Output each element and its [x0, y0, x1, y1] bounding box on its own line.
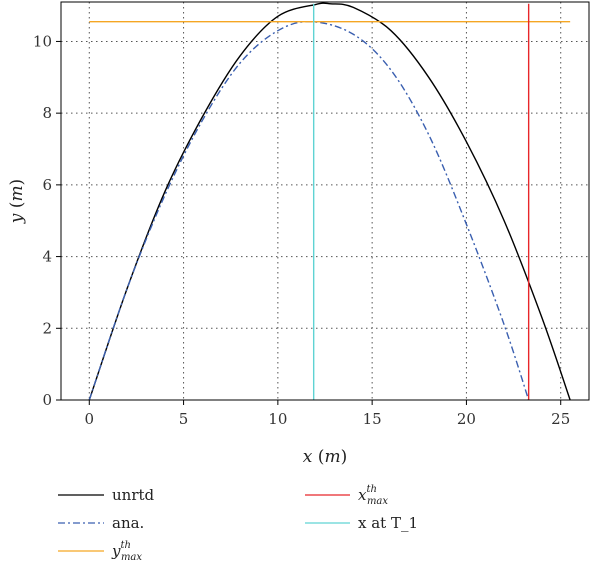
grid	[61, 2, 589, 401]
y-tick-label: 10	[33, 32, 52, 50]
y-tick-label: 8	[42, 104, 52, 122]
legend-label-ymax-th: yth max	[111, 540, 142, 563]
legend-entry-x-at-t1: x at T_1	[305, 514, 418, 532]
y-tick-label: 2	[42, 319, 52, 337]
series-line-ana	[88, 20, 530, 400]
x-tick-label: 15	[363, 410, 382, 428]
legend-label-x-at-t1: x at T_1	[358, 514, 418, 532]
legend: unrtd ana. yth max xth max x at T_1	[58, 484, 418, 563]
x-tick-label: 20	[457, 410, 476, 428]
legend-entry-ana: ana.	[58, 514, 144, 532]
legend-entry-ymax-th: yth max	[58, 540, 142, 563]
y-tick-label: 0	[42, 391, 52, 409]
y-tick-label: 4	[42, 248, 52, 266]
x-tick-label: 0	[85, 410, 95, 428]
x-tick-label: 5	[179, 410, 189, 428]
legend-label-ana: ana.	[112, 514, 144, 532]
y-tick-label: 6	[42, 176, 52, 194]
ticks: 0 5 10 15 20 25 0 2 4 6 8 10	[33, 32, 570, 428]
x-axis-label: x (m)	[303, 447, 347, 467]
plot-frame	[60, 1, 590, 401]
legend-label-xmax-th: xth max	[358, 484, 388, 507]
legend-entry-xmax-th: xth max	[305, 484, 388, 507]
series-line-unrtd	[88, 2, 571, 400]
y-axis-label: y (m)	[7, 179, 27, 224]
legend-label-unrtd: unrtd	[112, 486, 155, 504]
x-tick-label: 10	[268, 410, 287, 428]
x-tick-label: 25	[551, 410, 570, 428]
series-group	[88, 2, 571, 400]
legend-entry-unrtd: unrtd	[58, 486, 155, 504]
